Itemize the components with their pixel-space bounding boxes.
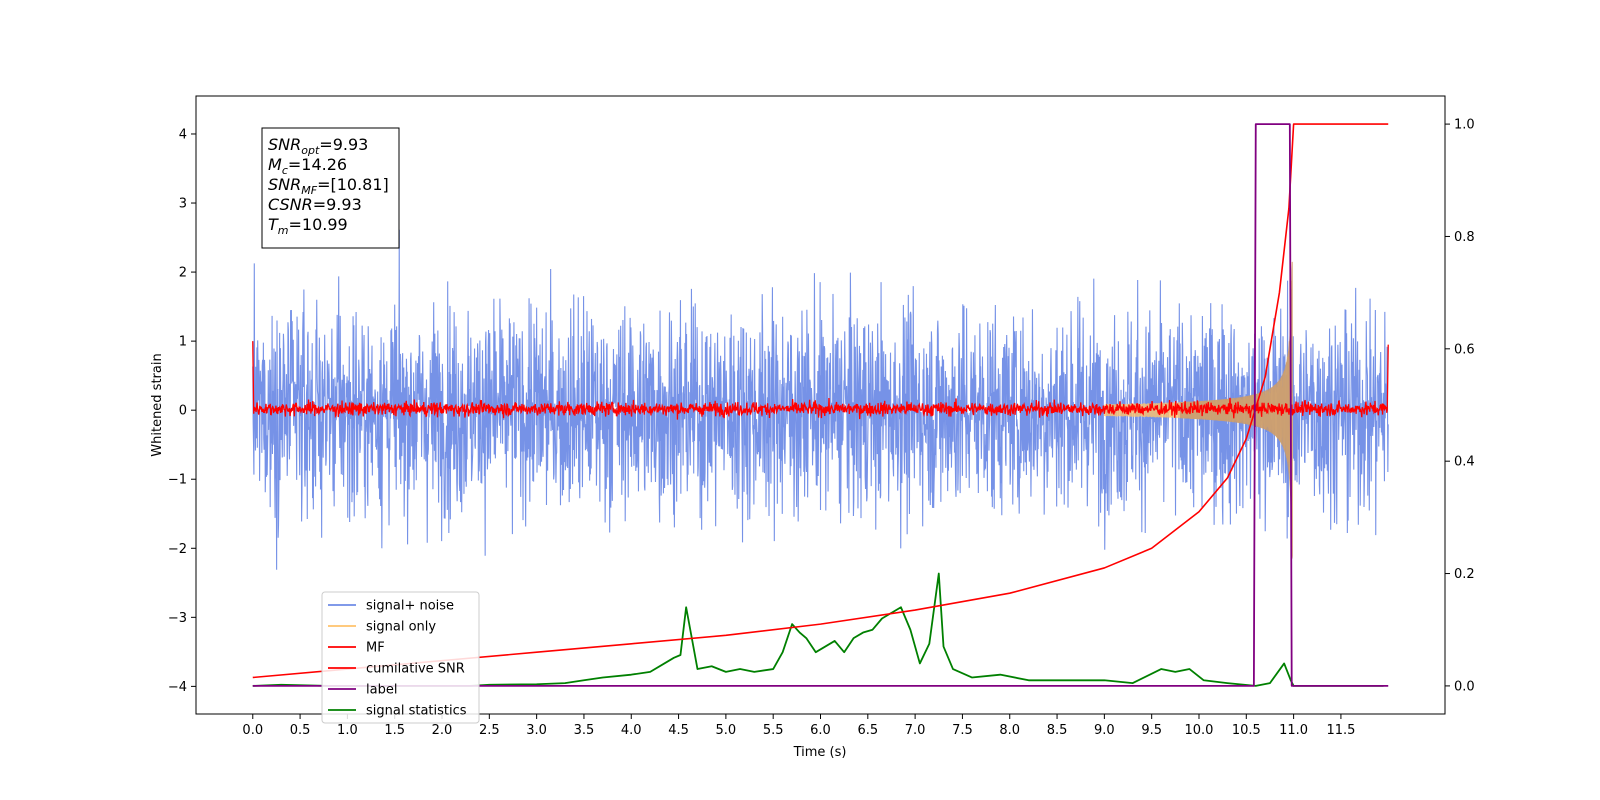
y-tick-label: −1 [168,473,187,488]
series-label [252,123,1389,687]
legend-label: signal only [366,620,436,635]
x-axis: 0.0 0.5 1.0 1.5 2.0 2.5 3.0 3.5 4.0 4.5 5.0 5.5 6.0 6… [242,714,1355,738]
x-tick-label: 11.0 [1279,723,1308,738]
plot-area [252,123,1389,687]
x-tick-label: 2.5 [479,723,500,738]
series-signal-noise [252,229,1389,570]
legend: signal+ noise signal only MF cumilative SNR… [321,591,480,724]
x-tick-label: 8.5 [1047,723,1068,738]
annotation-frame [261,127,400,249]
legend-label: label [366,683,397,698]
annotation-line: SNRMF=[10.81] [268,175,389,197]
annotation-line: Tm=10.99 [268,215,348,237]
annotation-value: =10.99 [289,215,348,234]
x-tick-label: 10.5 [1232,723,1261,738]
y2-tick-label: 0.8 [1454,230,1475,245]
x-tick-label: 0.5 [290,723,311,738]
annotation-subscript: opt [301,144,320,157]
x-tick-label: 6.0 [810,723,831,738]
annotation-symbol: SNR [268,135,301,154]
y-axis-right: 0.0 0.2 0.4 0.6 0.8 1.0 [1445,118,1475,694]
legend-label: signal+ noise [366,599,454,614]
annotation-value: =9.93 [313,195,362,214]
annotation-symbol: M [268,155,282,174]
x-tick-label: 2.0 [432,723,453,738]
legend-label: cumilative SNR [366,662,465,677]
series-cumulative-snr [252,123,1389,679]
x-tick-label: 9.5 [1141,723,1162,738]
legend-label: MF [366,641,385,656]
annotation-line: CSNR=9.93 [268,195,362,214]
y2-tick-label: 1.0 [1454,118,1475,133]
y-tick-label: −4 [168,680,187,695]
x-tick-label: 3.0 [526,723,547,738]
x-tick-label: 8.0 [999,723,1020,738]
x-tick-label: 4.0 [621,723,642,738]
y-tick-label: −2 [168,542,187,557]
y-tick-label: 0 [179,404,187,419]
y-axis-left: −4 −3 −2 −1 0 1 2 3 4 [168,127,196,695]
legend-label: signal statistics [366,704,467,719]
annotation-symbol: T [268,215,279,234]
y2-tick-label: 0.6 [1454,342,1475,357]
y-tick-label: 3 [179,197,187,212]
x-axis-label: Time (s) [793,745,847,760]
annotation-line: SNRopt=9.93 [268,135,368,157]
annotation-box: SNRopt=9.93Mc=14.26SNRMF=[10.81]CSNR=9.9… [261,127,400,249]
series-signal-statistics [252,572,1384,687]
annotation-line: Mc=14.26 [268,155,347,177]
legend-frame [321,591,480,724]
x-tick-label: 1.5 [384,723,405,738]
x-tick-label: 7.5 [952,723,973,738]
annotation-symbol: CSNR [268,195,313,214]
series-mf [252,341,1389,420]
x-tick-label: 11.5 [1326,723,1355,738]
annotation-symbol: SNR [268,175,301,194]
x-tick-label: 10.0 [1185,723,1214,738]
y-tick-label: 2 [179,266,187,281]
annotation-subscript: m [278,224,289,237]
x-tick-label: 9.0 [1094,723,1115,738]
y2-tick-label: 0.0 [1454,679,1475,694]
y-tick-label: 4 [179,127,187,142]
x-tick-label: 7.0 [905,723,926,738]
annotation-value: =[10.81] [317,175,389,194]
y2-tick-label: 0.2 [1454,567,1475,582]
x-tick-label: 6.5 [857,723,878,738]
annotation-subscript: MF [301,184,317,197]
annotation-value: =9.93 [319,135,368,154]
y-tick-label: −3 [168,611,187,626]
annotation-subscript: c [282,164,288,177]
x-tick-label: 3.5 [574,723,595,738]
x-tick-label: 5.5 [763,723,784,738]
y-tick-label: 1 [179,335,187,350]
x-tick-label: 5.0 [716,723,737,738]
x-tick-label: 0.0 [242,723,263,738]
x-tick-label: 1.0 [337,723,358,738]
signal-envelope [1180,261,1293,559]
x-tick-label: 4.5 [668,723,689,738]
y2-tick-label: 0.4 [1454,455,1475,470]
annotation-value: =14.26 [288,155,347,174]
y-axis-label: Whitened strain [150,353,165,456]
